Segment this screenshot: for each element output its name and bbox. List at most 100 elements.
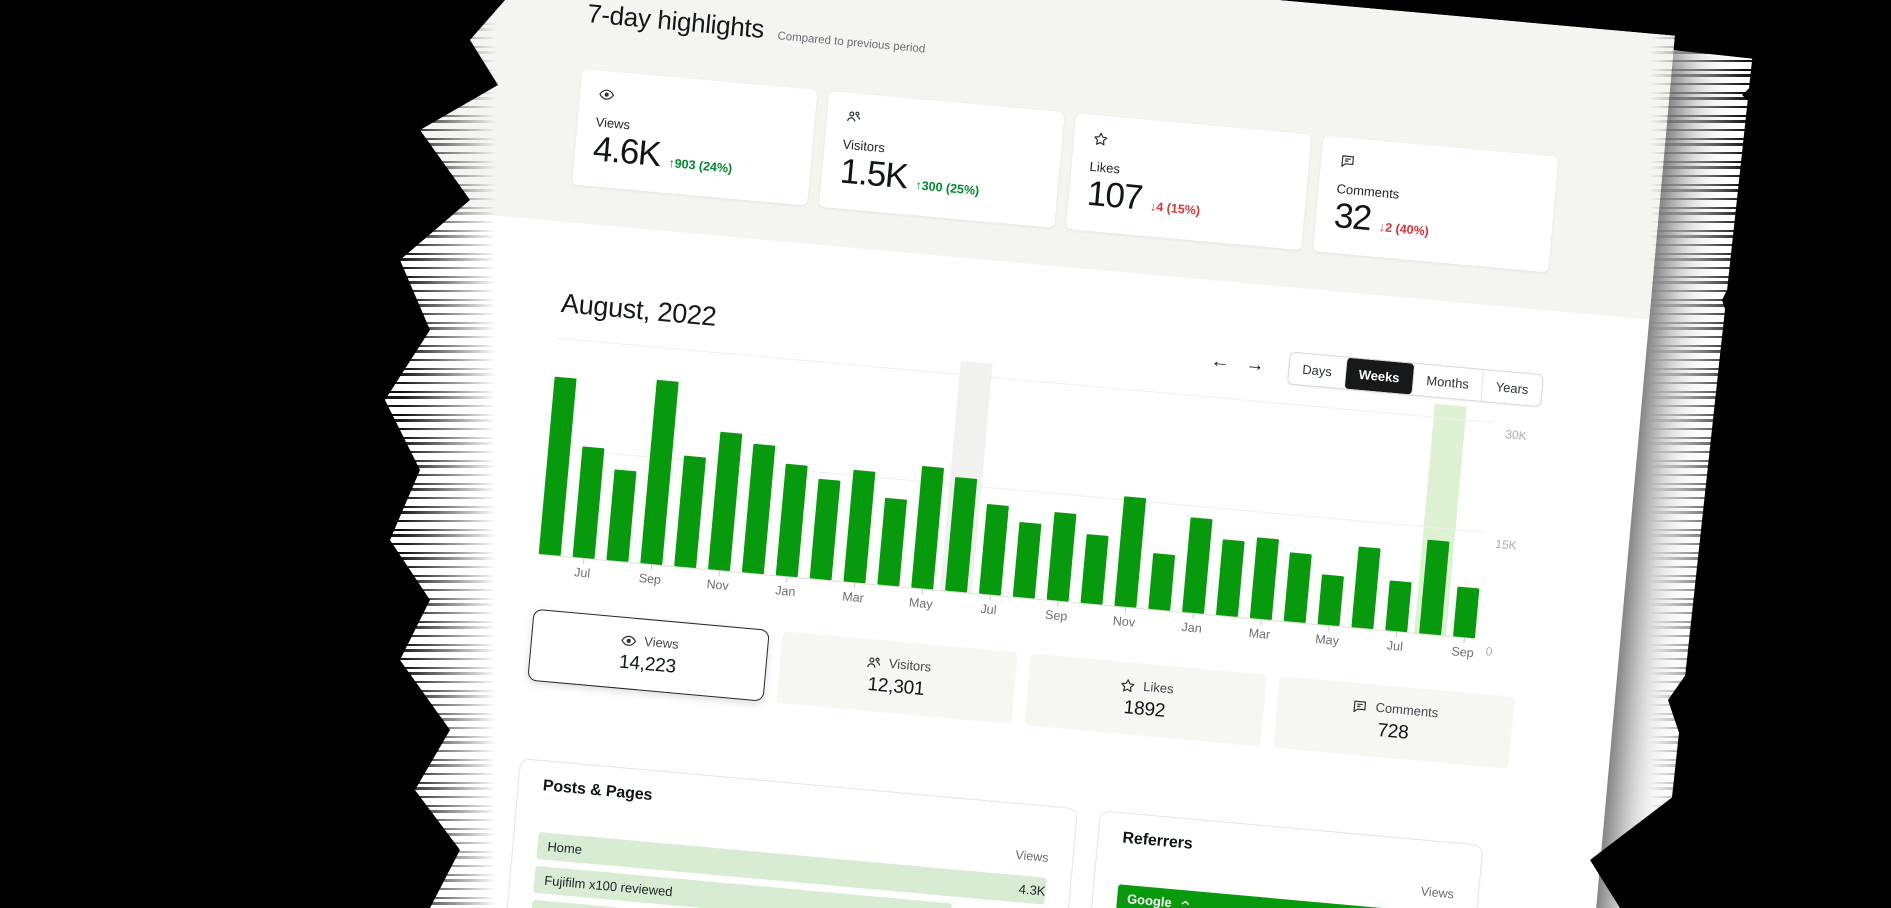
summary-tab-label: Likes [1142,678,1175,697]
chart-bar[interactable] [1283,552,1312,624]
chart-bar[interactable] [978,503,1009,596]
x-axis-tick [718,571,720,577]
visitors-icon [864,654,882,670]
highlight-card-value: 32 [1332,196,1373,239]
summary-tab-header: Likes [1119,677,1175,697]
summary-tab-label: Views [643,633,680,652]
chart-bar[interactable] [1351,546,1381,630]
summary-tab-label: Visitors [888,655,932,675]
referrers-card: Referrers Views Google6.2K [1073,810,1484,908]
summary-tab-visitors[interactable]: Visitors 12,301 [775,631,1018,725]
chart-bar[interactable] [1012,521,1042,599]
x-axis-tick [1463,638,1465,644]
chart-bar[interactable] [843,469,876,584]
metric-summary-tabs: Views 14,223 Visitors 12,301 Likes 1892 Commen… [527,608,1515,769]
highlight-card-value: 107 [1085,173,1144,218]
highlights-title: 7-day highlights [586,0,766,44]
chart-bar[interactable] [1317,574,1344,627]
summary-tab-comments[interactable]: Comments 728 [1272,675,1515,769]
stats-page: 7-day highlights Compared to previous pe… [255,0,1675,908]
x-axis-tick [1192,613,1194,619]
x-axis-label: Nov [1112,613,1136,630]
x-axis-tick [921,589,924,595]
x-axis-label: Mar [841,589,865,606]
highlight-card-value: 4.6K [591,129,662,175]
highlights-section: 7-day highlights Compared to previous pe… [364,0,1675,320]
x-axis-label: Jul [979,601,998,618]
x-axis-label: Jul [1386,638,1404,654]
chart-bar[interactable] [1046,512,1077,602]
posts-pages-card: Posts & Pages Views Home 4.3K Fujifilm x10… [493,758,1079,908]
star-icon [1119,677,1137,693]
chart-bar[interactable] [775,463,808,578]
summary-tab-value: 1892 [1122,697,1167,722]
chart-bar[interactable] [877,497,908,587]
highlight-card-delta: ↓4 (15%) [1149,199,1201,218]
chart-bar[interactable] [1182,517,1213,614]
prev-period-arrow-icon[interactable]: ← [1209,350,1231,374]
chart-bar[interactable] [1080,534,1109,605]
chart-bar[interactable] [1249,537,1279,620]
y-axis-label: 15K [1494,536,1518,553]
chart-bar[interactable] [572,446,605,559]
star-icon [1091,130,1292,166]
tab-years[interactable]: Years [1480,369,1543,407]
x-axis-label: May [1314,631,1340,649]
comment-icon [1351,698,1369,714]
x-axis-label: Sep [1044,607,1068,624]
highlight-card-views: Views 4.6K ↑903 (24%) [572,68,818,206]
summary-tab-header: Views [620,632,680,652]
chart-bar[interactable] [640,379,679,566]
summary-tab-header: Visitors [864,654,932,675]
chart-bar[interactable] [741,443,776,575]
row-label: Home [546,838,583,857]
referrer-row-google[interactable]: Google6.2K [1115,884,1452,908]
chart-bar[interactable] [945,476,978,593]
summary-tab-likes[interactable]: Likes 1892 [1024,653,1267,747]
chart-bar[interactable] [1215,539,1245,617]
chart-bar[interactable] [1452,586,1480,639]
row-views-value: 4.3K [1018,881,1047,899]
chart-bar[interactable] [538,376,577,556]
comment-icon [1338,152,1539,188]
chart-bar[interactable] [911,465,945,590]
chart-bar[interactable] [1385,580,1412,633]
chart-bar[interactable] [809,478,841,581]
summary-tab-value: 12,301 [866,673,926,701]
y-axis-label: 30K [1504,427,1528,444]
chart-bar[interactable] [708,431,743,572]
x-axis-tick [786,577,788,583]
x-axis-tick [1260,619,1262,626]
summary-tab-value: 728 [1376,719,1410,744]
chart-bar[interactable] [1148,553,1176,611]
period-nav: ← → [1209,350,1266,377]
chart-bar[interactable] [674,455,707,569]
summary-tab-header: Comments [1351,698,1439,720]
chart-bar[interactable] [606,469,637,562]
tab-days[interactable]: Days [1301,361,1333,380]
x-axis-label: May [908,595,934,612]
chart-bar[interactable] [1114,496,1147,608]
row-label: Google [1126,885,1192,908]
chart-bar[interactable] [1419,539,1450,636]
summary-tab-value: 14,223 [618,651,677,678]
highlight-card-comments: Comments 32 ↓2 (40%) [1312,135,1559,273]
chevron-up-icon[interactable] [1178,890,1191,908]
period-title: August, 2022 [559,287,718,332]
x-axis-tick [1124,607,1127,613]
eye-icon [620,632,638,648]
x-axis-label: Sep [1450,644,1475,661]
x-axis-tick [1057,601,1059,607]
highlight-card-delta: ↑903 (24%) [667,155,733,176]
x-axis-label: Jul [573,565,591,581]
summary-tab-views[interactable]: Views 14,223 [527,608,770,702]
traffic-section: August, 2022 ← → Days Weeks Months Years 30… [289,204,1649,908]
x-axis-tick [1327,626,1330,632]
highlight-card-delta: ↑300 (25%) [914,178,980,198]
next-period-arrow-icon[interactable]: → [1244,353,1266,377]
x-axis-tick [989,595,991,601]
tab-months[interactable]: Months [1411,363,1484,401]
y-axis-label: 0 [1485,644,1494,659]
tab-weeks[interactable]: Weeks [1343,357,1414,395]
modules-row: Posts & Pages Views Home 4.3K Fujifilm x10… [493,758,1501,908]
